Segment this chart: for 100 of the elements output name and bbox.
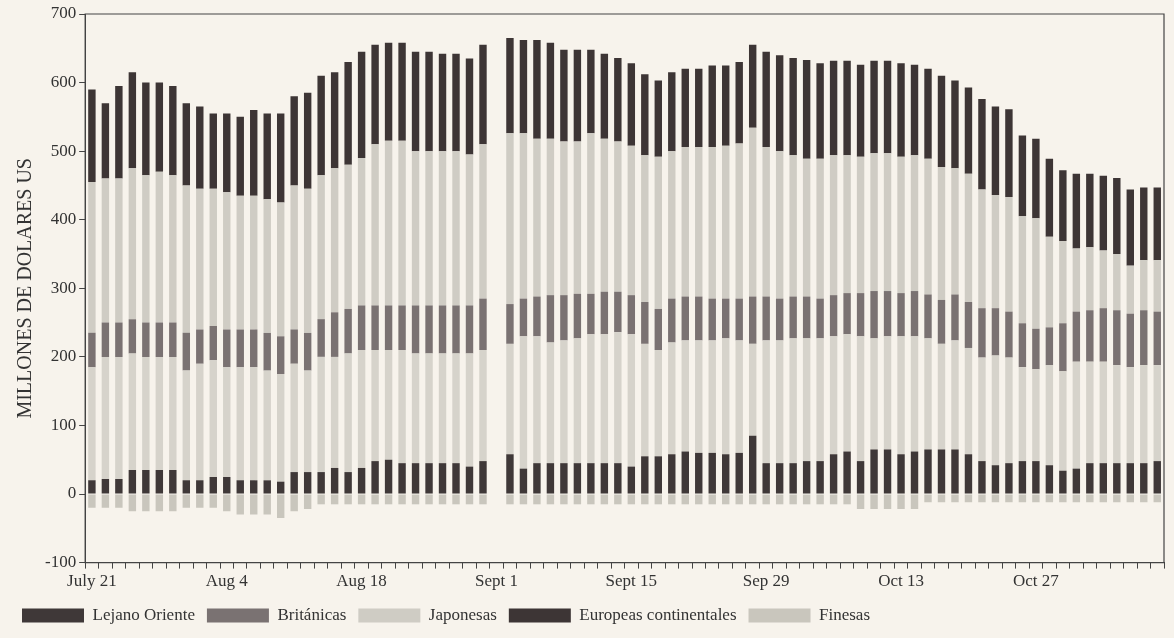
bar bbox=[425, 51, 433, 152]
bar bbox=[209, 476, 217, 494]
bar bbox=[870, 338, 878, 450]
bar bbox=[951, 294, 959, 341]
bar bbox=[748, 44, 757, 128]
bar bbox=[1005, 494, 1013, 503]
bar bbox=[843, 293, 851, 335]
bar bbox=[128, 470, 137, 494]
x-tick-label: Oct 27 bbox=[1012, 571, 1060, 591]
bar bbox=[371, 350, 379, 462]
x-tick-label: Oct 13 bbox=[878, 571, 924, 591]
bar bbox=[263, 199, 271, 333]
bar bbox=[546, 42, 555, 139]
bar bbox=[330, 312, 339, 357]
bar bbox=[88, 182, 96, 333]
bar bbox=[1140, 463, 1148, 494]
bar bbox=[398, 463, 406, 494]
bar bbox=[344, 62, 352, 165]
bar bbox=[883, 291, 892, 337]
bar bbox=[519, 298, 528, 337]
bar bbox=[897, 156, 905, 294]
bar bbox=[465, 466, 474, 494]
bar bbox=[1005, 109, 1013, 198]
x-tick-label: Sep 29 bbox=[742, 571, 790, 591]
bar bbox=[1018, 216, 1027, 324]
bar bbox=[816, 298, 824, 339]
bar bbox=[465, 305, 474, 354]
legend-label: Europeas continentales bbox=[579, 604, 737, 624]
bar bbox=[425, 494, 433, 505]
y-tick-label: 0 bbox=[67, 483, 77, 503]
bar bbox=[910, 64, 919, 156]
bar bbox=[330, 467, 339, 494]
bar bbox=[169, 470, 177, 494]
bar bbox=[182, 332, 191, 371]
bar bbox=[357, 467, 366, 494]
bar bbox=[506, 38, 514, 134]
bar bbox=[560, 340, 568, 464]
bar bbox=[155, 322, 164, 357]
bar bbox=[587, 334, 595, 464]
bar bbox=[344, 494, 352, 505]
bar bbox=[654, 308, 662, 351]
bar bbox=[479, 144, 487, 299]
bar bbox=[1045, 365, 1054, 466]
bar bbox=[452, 494, 460, 505]
bar bbox=[762, 494, 770, 505]
bar bbox=[978, 189, 986, 309]
bar bbox=[142, 494, 150, 512]
bar bbox=[1086, 173, 1094, 248]
bar bbox=[802, 338, 811, 462]
bar bbox=[479, 44, 487, 145]
bar bbox=[384, 305, 393, 351]
bar bbox=[479, 461, 487, 494]
bar bbox=[371, 44, 379, 145]
bar bbox=[196, 363, 204, 481]
bar bbox=[438, 305, 447, 354]
bar bbox=[384, 459, 393, 494]
bar bbox=[897, 494, 905, 510]
bar bbox=[641, 456, 649, 494]
bar bbox=[560, 494, 568, 505]
bar bbox=[196, 480, 204, 494]
bar bbox=[695, 147, 703, 297]
bar bbox=[789, 463, 797, 494]
bar bbox=[290, 185, 298, 330]
bar bbox=[1072, 248, 1081, 312]
bar bbox=[115, 322, 123, 357]
bar bbox=[748, 435, 757, 494]
bar bbox=[1140, 260, 1148, 311]
bar bbox=[290, 494, 298, 512]
bar bbox=[1099, 361, 1108, 464]
bar bbox=[991, 355, 1000, 466]
bar bbox=[546, 463, 555, 494]
bar bbox=[681, 340, 689, 452]
bar bbox=[843, 451, 851, 494]
bar bbox=[1099, 463, 1108, 494]
bar bbox=[870, 291, 878, 339]
bar bbox=[357, 51, 366, 159]
bar bbox=[856, 293, 865, 337]
bar bbox=[465, 58, 474, 155]
bar bbox=[924, 338, 932, 450]
bar bbox=[115, 178, 123, 323]
bar bbox=[951, 494, 959, 503]
bar bbox=[1113, 310, 1121, 366]
bar bbox=[533, 494, 541, 505]
bar bbox=[897, 336, 905, 455]
bar bbox=[182, 370, 191, 481]
bar bbox=[196, 329, 204, 364]
bar bbox=[829, 155, 838, 296]
bar bbox=[614, 141, 622, 292]
bar bbox=[506, 454, 514, 494]
x-tick-label: Aug 4 bbox=[205, 571, 249, 591]
bar bbox=[762, 51, 770, 148]
bar bbox=[155, 82, 164, 172]
bar bbox=[883, 494, 892, 510]
bar bbox=[964, 173, 973, 303]
bar bbox=[88, 494, 96, 508]
bar bbox=[223, 329, 231, 368]
bar bbox=[128, 494, 137, 512]
bar bbox=[708, 340, 716, 453]
y-tick-label: 700 bbox=[50, 3, 77, 23]
bar bbox=[748, 296, 757, 344]
